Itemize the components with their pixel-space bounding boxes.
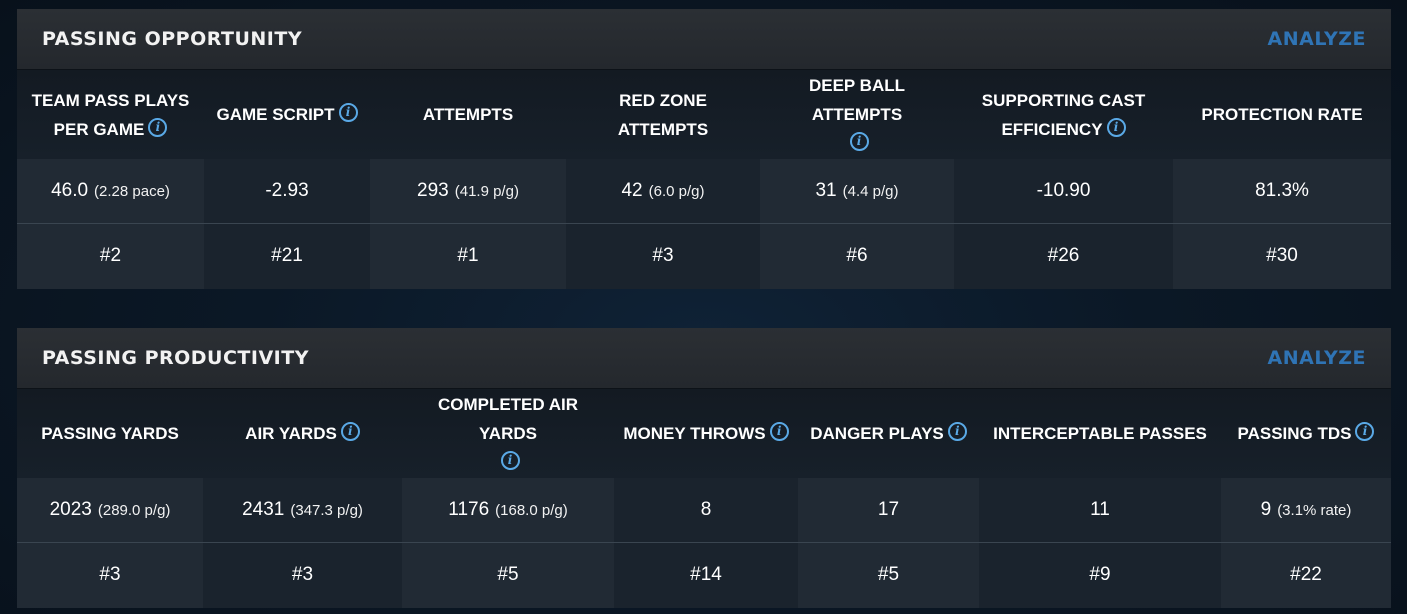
rank-cell: #21 (204, 223, 370, 289)
col-header-red-zone-attempts: RED ZONE ATTEMPTS (617, 90, 709, 139)
col-header-protection-rate: PROTECTION RATE (1201, 105, 1363, 124)
rank-cell: #5 (798, 542, 979, 608)
passing-productivity-header: PASSING PRODUCTIVITY ANALYZE (17, 328, 1391, 389)
rank-cell: #3 (17, 542, 203, 608)
passing-opportunity-panel: PASSING OPPORTUNITY ANALYZE TEAM PASS PL… (17, 9, 1391, 289)
rank-cell: #3 (566, 223, 760, 289)
analyze-button[interactable]: ANALYZE (1267, 347, 1366, 369)
passing-opportunity-table: TEAM PASS PLAYS PER GAME i GAME SCRIPT i AT… (17, 70, 1391, 289)
value-row: 46.0 (2.28 pace) -2.93 293 (41.9 p/g) 42 (6… (17, 159, 1391, 224)
stat-value-cell: 81.3% (1173, 159, 1391, 224)
rank-cell: #5 (402, 542, 614, 608)
panel-title: PASSING OPPORTUNITY (42, 28, 303, 50)
col-header-deep-ball-attempts: DEEP BALL ATTEMPTS i (760, 70, 954, 159)
stat-value-cell: 11 (979, 478, 1221, 543)
rank-cell: #30 (1173, 223, 1391, 289)
rank-cell: #2 (17, 223, 204, 289)
stat-value-cell: -10.90 (954, 159, 1173, 224)
col-header-interceptable-passes: INTERCEPTABLE PASSES (993, 424, 1207, 443)
info-icon[interactable]: i (338, 103, 358, 122)
col-header-team-pass-plays: TEAM PASS PLAYS PER GAME i (31, 90, 190, 139)
info-icon[interactable]: i (148, 117, 168, 137)
stat-value-cell: 293 (41.9 p/g) (370, 159, 566, 224)
stat-value-cell: 8 (614, 478, 798, 543)
info-icon[interactable]: i (947, 422, 967, 441)
value-row: 2023 (289.0 p/g) 2431 (347.3 p/g) 1176 (168… (17, 478, 1391, 543)
panel-title: PASSING PRODUCTIVITY (42, 347, 309, 369)
stat-value-cell: -2.93 (204, 159, 370, 224)
rank-cell: #3 (203, 542, 402, 608)
rank-cell: #9 (979, 542, 1221, 608)
rank-cell: #6 (760, 223, 954, 289)
rank-cell: #22 (1221, 542, 1391, 608)
col-header-passing-tds: PASSING TDS i (1221, 389, 1391, 478)
info-icon[interactable]: i (769, 422, 789, 441)
stat-value-cell: 2431 (347.3 p/g) (203, 478, 402, 543)
rank-cell: #26 (954, 223, 1173, 289)
stat-value-cell: 1176 (168.0 p/g) (402, 478, 614, 543)
info-icon[interactable]: i (1106, 117, 1126, 137)
rank-cell: #14 (614, 542, 798, 608)
stat-value-cell: 31 (4.4 p/g) (760, 159, 954, 224)
stat-value-cell: 17 (798, 478, 979, 543)
info-icon[interactable]: i (340, 422, 360, 441)
stat-value-cell: 46.0 (2.28 pace) (17, 159, 204, 224)
info-icon[interactable]: i (849, 132, 869, 151)
header-row: PASSING YARDS AIR YARDS i COMPLETED AIR Y… (17, 389, 1391, 478)
passing-opportunity-header: PASSING OPPORTUNITY ANALYZE (17, 9, 1391, 70)
col-header-completed-air-yards: COMPLETED AIR YARDS i (402, 389, 614, 478)
rank-row: #3 #3 #5 #14 #5 #9 #22 (17, 542, 1391, 608)
rank-row: #2 #21 #1 #3 #6 #26 #30 (17, 223, 1391, 289)
col-header-money-throws: MONEY THROWS i (614, 389, 798, 478)
col-header-game-script: GAME SCRIPT i (204, 70, 370, 159)
analyze-button[interactable]: ANALYZE (1267, 28, 1366, 50)
col-header-danger-plays: DANGER PLAYS i (798, 389, 979, 478)
col-header-air-yards: AIR YARDS i (203, 389, 402, 478)
col-header-supporting-cast: SUPPORTING CAST EFFICIENCY i (981, 90, 1146, 139)
stat-value-cell: 9 (3.1% rate) (1221, 478, 1391, 543)
info-icon[interactable]: i (500, 451, 520, 470)
info-icon[interactable]: i (1355, 422, 1375, 441)
col-header-attempts: ATTEMPTS (422, 105, 514, 124)
passing-productivity-panel: PASSING PRODUCTIVITY ANALYZE PASSING YAR… (17, 328, 1391, 608)
col-header-passing-yards: PASSING YARDS (41, 424, 179, 443)
stat-value-cell: 42 (6.0 p/g) (566, 159, 760, 224)
header-row: TEAM PASS PLAYS PER GAME i GAME SCRIPT i AT… (17, 70, 1391, 159)
passing-productivity-table: PASSING YARDS AIR YARDS i COMPLETED AIR Y… (17, 389, 1391, 608)
rank-cell: #1 (370, 223, 566, 289)
stat-value-cell: 2023 (289.0 p/g) (17, 478, 203, 543)
